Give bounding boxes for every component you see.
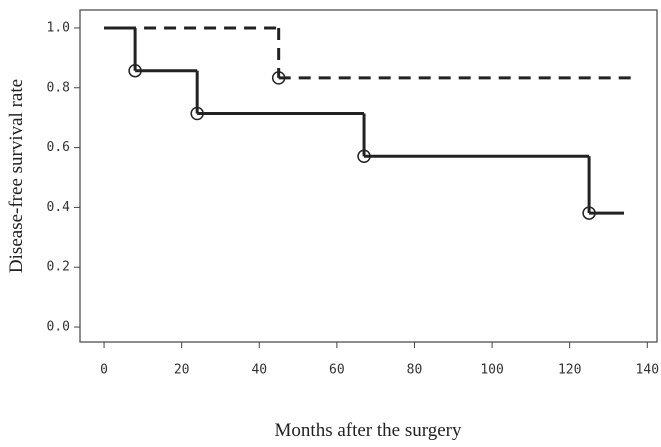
x-tick-label: 80	[407, 363, 423, 378]
x-tick-label: 120	[558, 363, 581, 378]
y-axis-title: Disease-free survival rate	[6, 79, 27, 273]
x-axis-title: Months after the surgery	[275, 420, 462, 441]
y-tick-label: 0.0	[47, 320, 70, 335]
event-circle	[357, 149, 371, 164]
x-tick-label: 60	[329, 363, 345, 378]
event-circle	[271, 71, 286, 85]
y-tick-label: 1.0	[47, 20, 70, 35]
x-tick-label: 140	[636, 363, 659, 378]
event-circle	[128, 63, 142, 78]
y-tick-label: 0.2	[47, 260, 70, 275]
y-tick-label: 0.4	[47, 200, 71, 215]
x-tick-label: 40	[251, 363, 267, 378]
event-circle	[582, 206, 596, 220]
x-tick-label: 0	[100, 363, 108, 378]
plot-frame	[79, 9, 658, 343]
event-circle	[190, 106, 204, 121]
x-tick-label: 100	[480, 363, 503, 378]
y-tick-label: 0.8	[47, 80, 70, 95]
y-tick-label: 0.6	[47, 140, 70, 155]
x-tick-label: 20	[174, 363, 190, 378]
